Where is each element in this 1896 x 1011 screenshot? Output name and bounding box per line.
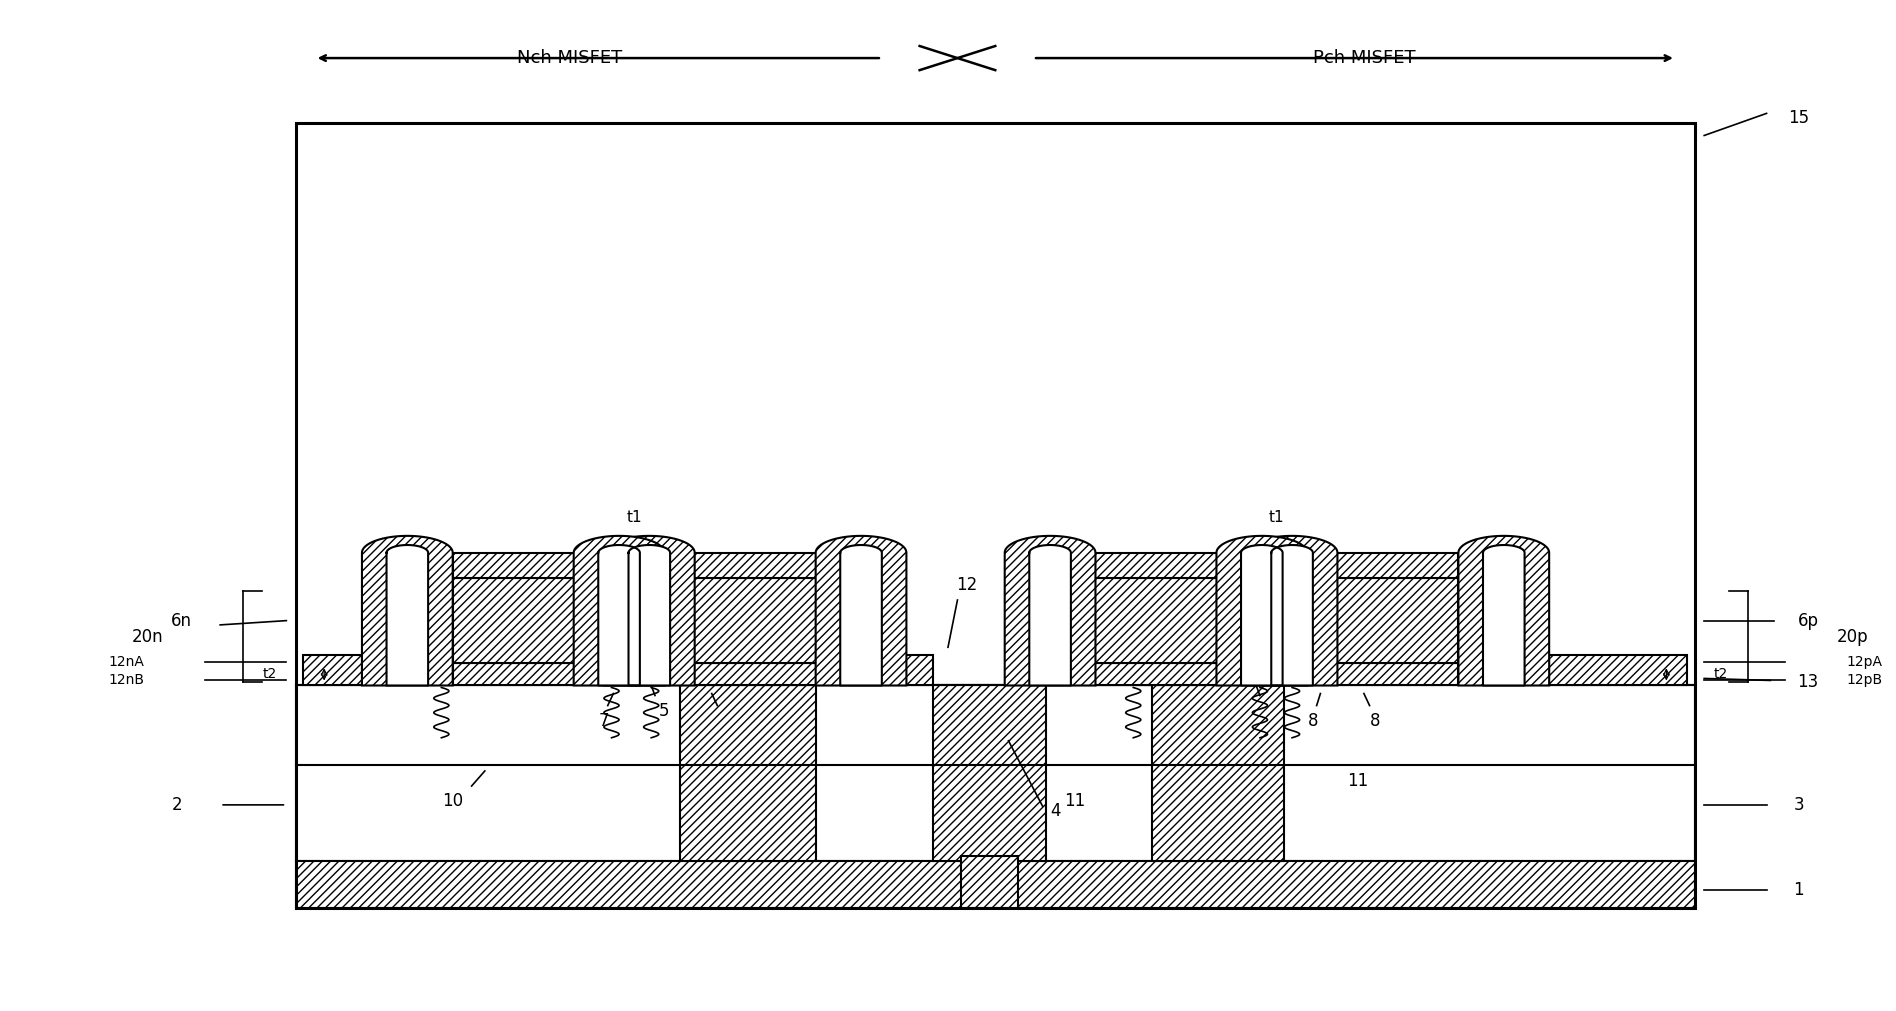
- Text: 12: 12: [956, 576, 978, 593]
- Text: 4: 4: [1050, 802, 1062, 820]
- Text: 6p: 6p: [1797, 612, 1818, 630]
- Polygon shape: [840, 545, 882, 685]
- Polygon shape: [628, 545, 669, 685]
- Polygon shape: [1248, 536, 1337, 685]
- Bar: [664, 578, 815, 663]
- Text: 15: 15: [1788, 109, 1809, 127]
- Text: 13: 13: [1797, 673, 1818, 692]
- Text: t1: t1: [626, 511, 643, 525]
- Text: 10: 10: [442, 792, 463, 810]
- Bar: [296, 123, 1695, 908]
- Text: 6n: 6n: [171, 612, 191, 630]
- Bar: [1306, 663, 1458, 685]
- Bar: [1306, 578, 1458, 663]
- Text: 12nB: 12nB: [108, 673, 144, 687]
- Bar: [664, 663, 815, 685]
- Bar: [1096, 578, 1248, 663]
- Text: Nch MISFET: Nch MISFET: [518, 50, 622, 67]
- Text: 9: 9: [1094, 581, 1105, 600]
- Bar: [933, 685, 1047, 861]
- Bar: [1306, 553, 1458, 578]
- Text: 9: 9: [825, 581, 836, 600]
- Polygon shape: [574, 536, 664, 685]
- Bar: [303, 655, 362, 685]
- Text: 12nA: 12nA: [108, 655, 144, 669]
- Text: Pch MISFET: Pch MISFET: [1312, 50, 1414, 67]
- Polygon shape: [1217, 536, 1306, 685]
- Text: 8: 8: [1308, 712, 1318, 730]
- Bar: [961, 856, 1018, 908]
- Text: t2: t2: [264, 667, 277, 681]
- Bar: [296, 861, 1695, 908]
- Text: t1: t1: [1268, 511, 1285, 525]
- Text: 11: 11: [1348, 772, 1369, 790]
- Text: 3: 3: [1794, 796, 1803, 814]
- Text: 2: 2: [173, 796, 182, 814]
- Text: 10: 10: [726, 772, 747, 790]
- Bar: [1096, 663, 1248, 685]
- Text: 5: 5: [1265, 702, 1274, 720]
- Polygon shape: [815, 536, 906, 685]
- Bar: [679, 685, 815, 861]
- Bar: [1047, 655, 1153, 685]
- Bar: [664, 553, 815, 578]
- Polygon shape: [1458, 536, 1549, 685]
- Bar: [1549, 655, 1687, 685]
- Polygon shape: [387, 545, 428, 685]
- Bar: [296, 685, 1695, 861]
- Polygon shape: [362, 536, 453, 685]
- Polygon shape: [1005, 536, 1096, 685]
- Text: 7: 7: [599, 712, 609, 730]
- Text: 7: 7: [720, 712, 730, 730]
- Polygon shape: [599, 545, 639, 685]
- Bar: [453, 553, 605, 578]
- Text: 12pB: 12pB: [1847, 673, 1883, 687]
- Text: 8: 8: [1371, 712, 1380, 730]
- Text: 20p: 20p: [1837, 628, 1868, 646]
- Bar: [1096, 553, 1248, 578]
- Bar: [453, 578, 605, 663]
- Polygon shape: [605, 536, 694, 685]
- Bar: [453, 663, 605, 685]
- Text: t2: t2: [1714, 667, 1727, 681]
- Polygon shape: [1030, 545, 1071, 685]
- Text: 20n: 20n: [133, 628, 163, 646]
- Bar: [1153, 685, 1284, 861]
- Text: 19p: 19p: [1202, 822, 1234, 840]
- Text: 5: 5: [660, 702, 669, 720]
- Polygon shape: [1483, 545, 1524, 685]
- Polygon shape: [1242, 545, 1282, 685]
- Bar: [815, 655, 933, 685]
- Text: 19n: 19n: [732, 822, 764, 840]
- Polygon shape: [1270, 545, 1312, 685]
- Text: 12pA: 12pA: [1847, 655, 1883, 669]
- Text: 1: 1: [1794, 881, 1803, 899]
- Text: 11: 11: [1064, 792, 1085, 810]
